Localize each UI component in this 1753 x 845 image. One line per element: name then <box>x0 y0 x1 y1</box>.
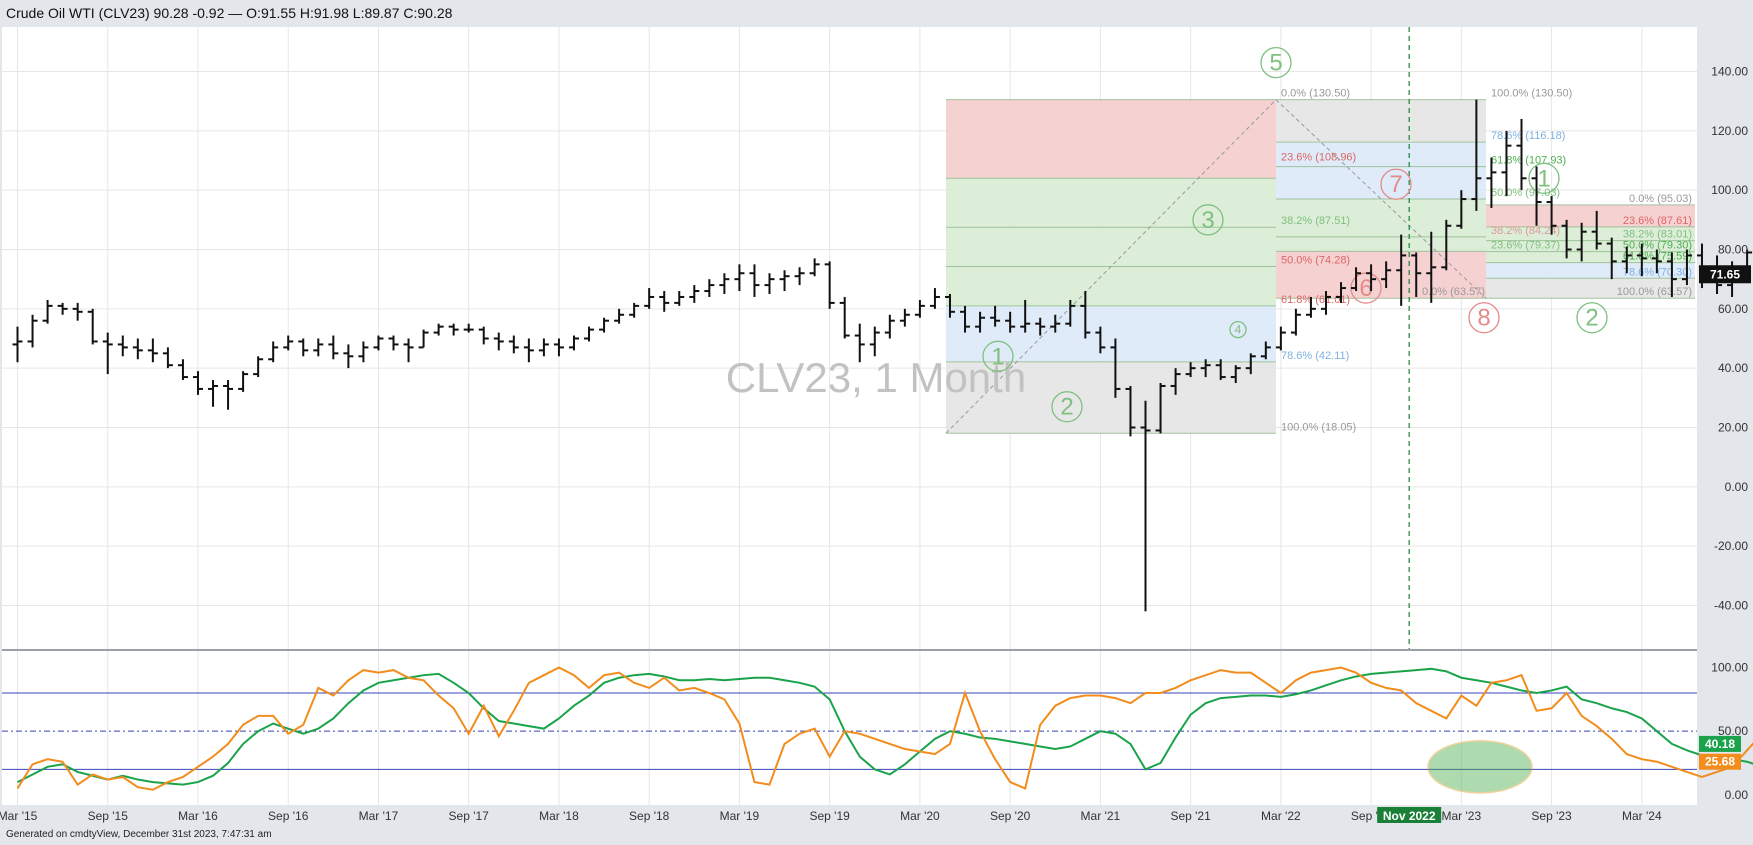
chart-canvas[interactable]: 0.0% (130.50) 23.6% (108.96) 38.2% (87.51)… <box>0 0 1753 826</box>
y-tick-label: 40.00 <box>1718 361 1748 375</box>
wave-circle <box>982 340 1014 372</box>
fib-trend-line <box>1275 99 1487 299</box>
y-tick-label: 80.00 <box>1718 243 1748 257</box>
x-tick-label: Mar '21 <box>1081 809 1121 823</box>
fib-label: 23.6% (79.37) <box>1491 239 1560 251</box>
y-tick-label: 120.00 <box>1711 124 1748 138</box>
y-tick-label: -40.00 <box>1714 599 1748 613</box>
wave-label: 3 <box>1201 207 1214 234</box>
y-tick-label: 100.00 <box>1711 183 1748 197</box>
stoch-value-flag <box>1699 735 1741 752</box>
last-price-flag <box>1699 265 1751 284</box>
last-price-label: 71.65 <box>1710 267 1740 281</box>
fib-zone <box>946 305 1276 362</box>
highlight-date-label: Nov 2022 <box>1383 809 1436 823</box>
fib-label: 50.0% (74.28) <box>1281 254 1350 266</box>
highlight-date-tag <box>1377 807 1442 823</box>
fib-label: 100.0% (18.05) <box>1281 421 1356 433</box>
wave-circle <box>1528 162 1560 194</box>
fib-label: 50.0% (97.03) <box>1491 187 1560 199</box>
wave-circle <box>1468 302 1500 334</box>
y-tick-label: 60.00 <box>1718 302 1748 316</box>
stoch-highlight-ellipse <box>1427 740 1533 794</box>
x-tick-label: Mar '20 <box>900 809 940 823</box>
fib-zone <box>1276 99 1486 143</box>
wave-label: 1 <box>1537 165 1550 192</box>
fib-zone <box>946 178 1276 267</box>
x-tick-label: Sep '20 <box>990 809 1031 823</box>
fib-zone <box>1486 226 1695 263</box>
x-tick-label: Mar '17 <box>359 809 399 823</box>
wave-label: 5 <box>1269 50 1282 77</box>
y-tick-label: 0.00 <box>1725 480 1749 494</box>
fib-label: 100.0% (130.50) <box>1491 88 1572 100</box>
fib-label: 0.0% (130.50) <box>1281 88 1350 100</box>
x-tick-label: Mar '18 <box>539 809 579 823</box>
fib-label: 38.2% (83.01) <box>1623 229 1692 241</box>
x-tick-label: Mar '22 <box>1261 809 1301 823</box>
fib-label: 38.2% (84.24) <box>1491 225 1560 237</box>
x-tick-label: Mar '24 <box>1622 809 1662 823</box>
stoch-y-tick-label: 50.00 <box>1718 724 1748 738</box>
wave-circle <box>1229 320 1247 339</box>
stoch-y-tick-label: 0.00 <box>1725 788 1749 802</box>
stoch-value-flag <box>1699 753 1741 770</box>
wave-circle <box>1260 46 1292 79</box>
x-tick-label: Sep '23 <box>1531 809 1572 823</box>
wave-circle <box>1380 168 1412 200</box>
stoch-value-label: 25.68 <box>1705 755 1735 769</box>
stoch-value-label: 40.18 <box>1705 737 1735 751</box>
fib-label: 61.8% (107.93) <box>1491 155 1566 167</box>
wave-circle <box>1051 391 1083 423</box>
stoch-series-line <box>17 667 1753 786</box>
wave-label: 6 <box>1359 275 1372 302</box>
wave-label: 8 <box>1477 305 1490 332</box>
fib-label: 100.0% (63.57) <box>1617 286 1692 298</box>
fib-zone <box>946 99 1276 179</box>
fib-label: 23.6% (87.61) <box>1623 215 1692 227</box>
wave-label: 2 <box>1585 305 1598 332</box>
x-tick-label: Sep '18 <box>629 809 670 823</box>
wave-label: 7 <box>1389 171 1402 198</box>
wave-circle <box>1350 272 1382 304</box>
x-tick-label: Sep '16 <box>268 809 309 823</box>
x-tick-label: Mar '15 <box>0 809 38 823</box>
fib-label: 50.0% (79.30) <box>1623 240 1692 252</box>
wave-label: 1 <box>991 343 1004 370</box>
fib-label: 23.6% (108.96) <box>1281 152 1356 164</box>
fib-zone <box>1486 278 1695 299</box>
y-tick-label: 20.00 <box>1718 421 1748 435</box>
fib-label: 0.0% (63.57) <box>1422 286 1485 298</box>
generated-note: Generated on cmdtyView, December 31st 20… <box>6 829 272 840</box>
chart-footer: Generated on cmdtyView, December 31st 20… <box>0 826 1753 845</box>
stoch-y-tick-label: 100.00 <box>1711 661 1748 675</box>
fib-zone <box>946 266 1276 306</box>
fib-zone <box>1486 204 1695 227</box>
fib-trend-line <box>945 99 1277 434</box>
y-tick-label: 140.00 <box>1711 65 1748 79</box>
chart-header: Crude Oil WTI (CLV23) 90.28 -0.92 — O:91… <box>0 0 1753 26</box>
wave-label: 4 <box>1235 323 1242 337</box>
instrument-title: Crude Oil WTI (CLV23) 90.28 -0.92 — O:91… <box>6 5 453 21</box>
x-tick-label: Sep '19 <box>809 809 850 823</box>
x-tick-label: Sep '17 <box>449 809 490 823</box>
wave-circle <box>1576 302 1608 334</box>
x-tick-label: Sep '15 <box>88 809 129 823</box>
x-tick-label: Mar '19 <box>720 809 760 823</box>
fib-label: 38.2% (87.51) <box>1281 215 1350 227</box>
x-tick-label: Sep '21 <box>1170 809 1211 823</box>
fib-label: 78.6% (116.18) <box>1491 130 1565 142</box>
chart-watermark: CLV23, 1 Month <box>726 354 1026 401</box>
stoch-series-line <box>16 666 1753 791</box>
x-tick-label: Mar '23 <box>1442 809 1482 823</box>
fib-label: 0.0% (95.03) <box>1629 193 1692 205</box>
wave-label: 2 <box>1060 394 1073 421</box>
fib-zone <box>1276 142 1486 199</box>
fib-label: 61.8% (61.01) <box>1281 294 1350 306</box>
x-tick-label: Mar '16 <box>178 809 218 823</box>
y-tick-label: -20.00 <box>1714 539 1748 553</box>
fib-label: 78.6% (42.11) <box>1281 350 1349 362</box>
wave-circle <box>1192 204 1224 236</box>
